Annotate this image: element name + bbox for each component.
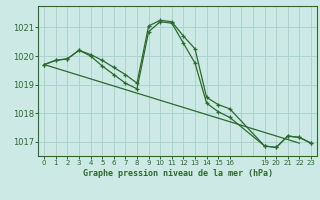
- X-axis label: Graphe pression niveau de la mer (hPa): Graphe pression niveau de la mer (hPa): [83, 169, 273, 178]
